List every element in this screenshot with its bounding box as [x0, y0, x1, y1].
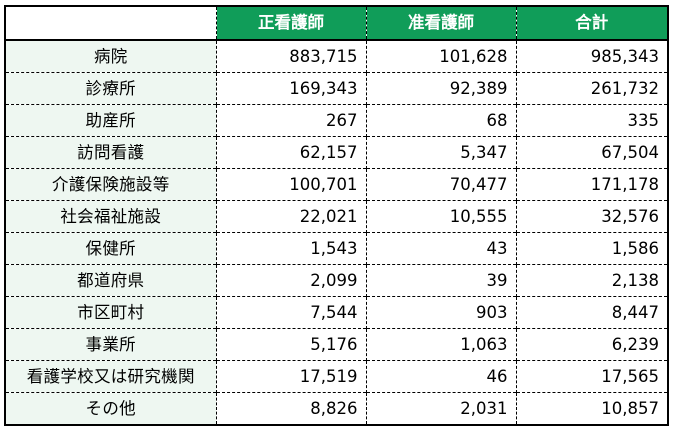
- table-row: 事業所 5,176 1,063 6,239: [5, 328, 668, 361]
- row-label: 助産所: [5, 104, 216, 137]
- table-row: 看護学校又は研究機関 17,519 46 17,565: [5, 360, 668, 393]
- row-label: 病院: [5, 40, 216, 73]
- registered-nurse-value: 883,715: [215, 40, 366, 73]
- total-value: 32,576: [515, 200, 668, 233]
- row-label: 介護保険施設等: [5, 168, 216, 201]
- total-value: 6,239: [515, 328, 668, 361]
- row-label: 保健所: [5, 232, 216, 265]
- header-assistant-nurse: 准看護師: [365, 6, 516, 41]
- assistant-nurse-value: 46: [365, 360, 516, 393]
- assistant-nurse-value: 1,063: [365, 328, 516, 361]
- header-row: 正看護師 准看護師 合計: [5, 6, 668, 41]
- corner-cell: [5, 6, 216, 41]
- table-row: 診療所 169,343 92,389 261,732: [5, 72, 668, 105]
- row-label: 訪問看護: [5, 136, 216, 169]
- table-row: その他 8,826 2,031 10,857: [5, 392, 668, 425]
- row-label: 事業所: [5, 328, 216, 361]
- assistant-nurse-value: 903: [365, 296, 516, 329]
- total-value: 1,586: [515, 232, 668, 265]
- registered-nurse-value: 5,176: [215, 328, 366, 361]
- total-value: 335: [515, 104, 668, 137]
- total-value: 8,447: [515, 296, 668, 329]
- assistant-nurse-value: 70,477: [365, 168, 516, 201]
- registered-nurse-value: 100,701: [215, 168, 366, 201]
- table-row: 都道府県 2,099 39 2,138: [5, 264, 668, 297]
- row-label: 診療所: [5, 72, 216, 105]
- registered-nurse-value: 267: [215, 104, 366, 137]
- assistant-nurse-value: 10,555: [365, 200, 516, 233]
- registered-nurse-value: 8,826: [215, 392, 366, 425]
- total-value: 17,565: [515, 360, 668, 393]
- total-value: 261,732: [515, 72, 668, 105]
- row-label: 都道府県: [5, 264, 216, 297]
- assistant-nurse-value: 92,389: [365, 72, 516, 105]
- table-row: 保健所 1,543 43 1,586: [5, 232, 668, 265]
- table-row: 助産所 267 68 335: [5, 104, 668, 137]
- registered-nurse-value: 1,543: [215, 232, 366, 265]
- total-value: 67,504: [515, 136, 668, 169]
- assistant-nurse-value: 5,347: [365, 136, 516, 169]
- total-value: 985,343: [515, 40, 668, 73]
- nurse-workplace-table-container: 正看護師 准看護師 合計 病院 883,715 101,628 985,343 …: [4, 5, 669, 426]
- header-total: 合計: [515, 6, 668, 41]
- row-label: 看護学校又は研究機関: [5, 360, 216, 393]
- assistant-nurse-value: 101,628: [365, 40, 516, 73]
- total-value: 2,138: [515, 264, 668, 297]
- table-row: 市区町村 7,544 903 8,447: [5, 296, 668, 329]
- registered-nurse-value: 22,021: [215, 200, 366, 233]
- assistant-nurse-value: 43: [365, 232, 516, 265]
- row-label: その他: [5, 392, 216, 425]
- assistant-nurse-value: 68: [365, 104, 516, 137]
- total-value: 10,857: [515, 392, 668, 425]
- nurse-workplace-table: 正看護師 准看護師 合計 病院 883,715 101,628 985,343 …: [4, 5, 669, 426]
- row-label: 市区町村: [5, 296, 216, 329]
- registered-nurse-value: 17,519: [215, 360, 366, 393]
- registered-nurse-value: 62,157: [215, 136, 366, 169]
- header-registered-nurse: 正看護師: [215, 6, 366, 41]
- registered-nurse-value: 2,099: [215, 264, 366, 297]
- table-row: 介護保険施設等 100,701 70,477 171,178: [5, 168, 668, 201]
- assistant-nurse-value: 2,031: [365, 392, 516, 425]
- registered-nurse-value: 7,544: [215, 296, 366, 329]
- assistant-nurse-value: 39: [365, 264, 516, 297]
- registered-nurse-value: 169,343: [215, 72, 366, 105]
- total-value: 171,178: [515, 168, 668, 201]
- table-row: 病院 883,715 101,628 985,343: [5, 40, 668, 73]
- table-row: 社会福祉施設 22,021 10,555 32,576: [5, 200, 668, 233]
- row-label: 社会福祉施設: [5, 200, 216, 233]
- table-row: 訪問看護 62,157 5,347 67,504: [5, 136, 668, 169]
